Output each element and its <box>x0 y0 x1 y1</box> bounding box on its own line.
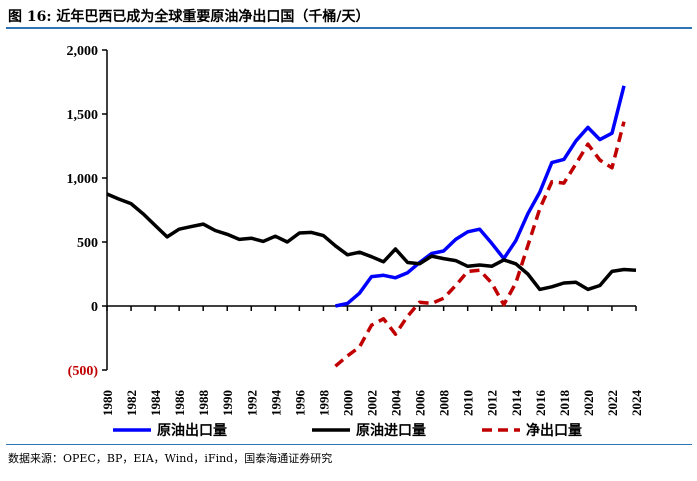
x-tick-label: 2002 <box>365 390 380 416</box>
x-tick-label: 1992 <box>244 390 259 416</box>
y-tick-label: (500) <box>68 364 99 379</box>
x-tick-label: 2008 <box>437 390 452 417</box>
x-tick-label: 2010 <box>461 390 476 416</box>
x-tick-label: 2022 <box>605 390 620 416</box>
x-tick-label: 2018 <box>557 390 572 417</box>
x-tick-label: 1984 <box>148 390 163 417</box>
x-tick-label: 1990 <box>220 390 235 416</box>
source-note: 数据来源：OPEC，BP，EIA，Wind，iFind，国泰海通证券研究 <box>8 452 333 465</box>
x-tick-label: 1986 <box>172 390 187 417</box>
y-tick-label: 500 <box>77 236 98 251</box>
x-tick-label: 1994 <box>268 390 283 417</box>
x-tick-label: 2000 <box>340 390 355 416</box>
title-divider <box>6 27 692 29</box>
y-tick-label: 1,500 <box>67 108 99 123</box>
x-tick-label: 2014 <box>509 390 524 417</box>
y-tick-label: 2,000 <box>67 44 99 59</box>
x-tick-label: 2020 <box>581 390 596 416</box>
x-tick-label: 1996 <box>292 390 307 417</box>
series-line-1 <box>335 85 626 308</box>
x-tick-label: 2016 <box>533 390 548 417</box>
x-tick-label: 2012 <box>485 390 500 416</box>
legend-label: 原油进口量 <box>356 422 426 439</box>
chart-title: 图 16: 近年巴西已成为全球重要原油净出口国（千桶/天） <box>8 9 370 25</box>
source-divider <box>6 444 692 445</box>
y-tick-label: 0 <box>91 300 98 315</box>
x-tick-label: 2006 <box>413 390 428 417</box>
legend-label: 净出口量 <box>526 422 582 439</box>
legend-label: 原油出口量 <box>157 422 227 439</box>
x-tick-label: 2024 <box>629 390 644 417</box>
x-tick-label: 1980 <box>100 390 115 416</box>
x-tick-label: 1982 <box>124 390 139 416</box>
x-tick-label: 1988 <box>196 390 211 417</box>
series-line-2 <box>106 192 637 292</box>
x-tick-label: 2004 <box>389 390 404 417</box>
series-line-3 <box>334 121 626 368</box>
x-tick-label: 1998 <box>316 390 331 417</box>
y-tick-label: 1,000 <box>67 172 99 187</box>
